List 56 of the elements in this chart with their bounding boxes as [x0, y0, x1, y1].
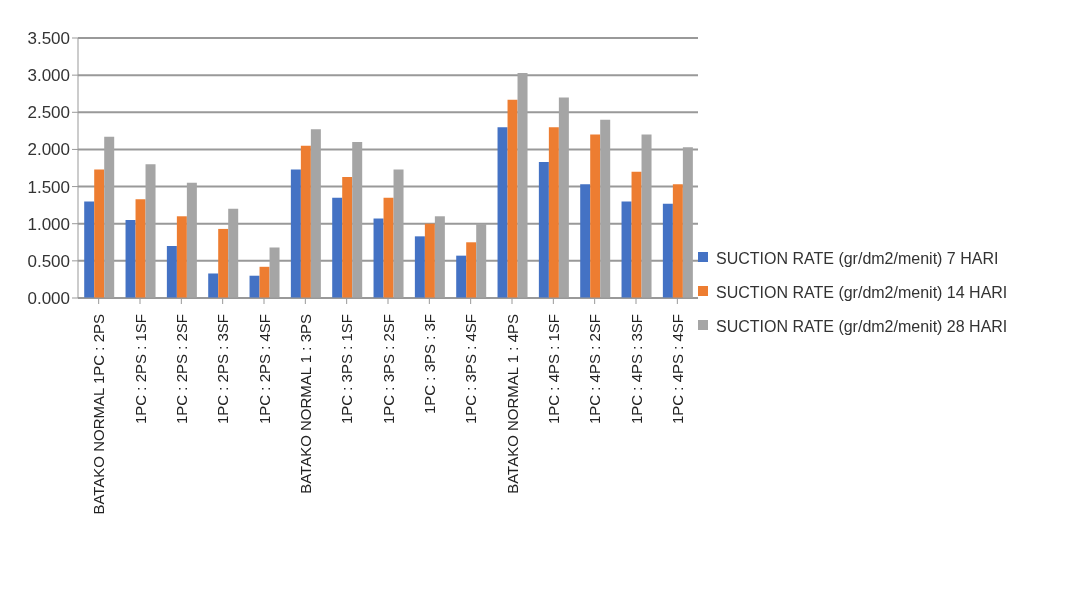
legend-label: SUCTION RATE (gr/dm2/menit) 28 HARI [716, 317, 1008, 337]
bar [84, 201, 95, 298]
bar [507, 99, 518, 298]
legend-label: SUCTION RATE (gr/dm2/menit) 7 HARI [716, 249, 999, 269]
bar [176, 216, 187, 298]
x-tick-label: 1PC : 4PS : 2SF [586, 314, 604, 425]
bar [125, 220, 136, 298]
bar [548, 127, 559, 298]
x-tick-label: 1PC : 4PS : 4SF [668, 314, 686, 425]
bar [94, 169, 105, 298]
bar [590, 134, 601, 298]
x-tick-label: BATAKO NORMAL 1 : 4PS [503, 314, 521, 494]
y-tick-label: 1.500 [27, 177, 70, 197]
y-tick-label: 2.000 [27, 140, 70, 160]
bar [621, 201, 632, 298]
bar [538, 162, 549, 298]
bar [259, 266, 270, 298]
y-tick-label: 0.000 [27, 289, 70, 309]
y-tick-label: 3.500 [27, 29, 70, 49]
bar [332, 197, 343, 298]
bar [300, 145, 311, 298]
x-tick-label: 1PC : 3PS : 1SF [338, 314, 356, 425]
bar [424, 223, 435, 298]
bar [208, 273, 219, 298]
bar [342, 176, 353, 298]
x-tick-label: BATAKO NORMAL 1PC : 2PS [90, 314, 108, 515]
bar [249, 275, 260, 298]
bar [497, 127, 508, 298]
bar [383, 197, 394, 298]
bar [373, 218, 384, 298]
x-tick-label: 1PC : 2PS : 3SF [214, 314, 232, 425]
bar [580, 184, 591, 298]
bar [456, 255, 467, 298]
bar [135, 199, 146, 298]
bar [631, 171, 642, 298]
x-tick-label: BATAKO NORMAL 1 : 3PS [296, 314, 314, 494]
bar [218, 228, 229, 298]
bar [290, 169, 301, 298]
x-tick-label: 1PC : 2PS : 2SF [172, 314, 190, 425]
legend-label: SUCTION RATE (gr/dm2/menit) 14 HARI [716, 283, 1008, 303]
bar [414, 236, 425, 298]
x-tick-label: 1PC : 4PS : 3SF [627, 314, 645, 425]
x-tick-label: 1PC : 3PS : 2SF [379, 314, 397, 425]
y-tick-label: 0.500 [27, 251, 70, 271]
x-tick-label: 1PC : 3PS : 3F [420, 314, 438, 415]
x-tick-label: 1PC : 4PS : 1SF [544, 314, 562, 425]
x-tick-label: 1PC : 3PS : 4SF [462, 314, 480, 425]
x-tick-label: 1PC : 2PS : 4SF [255, 314, 273, 425]
bar [662, 203, 673, 298]
bar [672, 184, 683, 298]
y-tick-label: 2.500 [27, 103, 70, 123]
y-tick-label: 1.000 [27, 214, 70, 234]
bar [466, 242, 477, 298]
x-tick-label: 1PC : 2PS : 1SF [131, 314, 149, 425]
y-tick-label: 3.000 [27, 66, 70, 86]
bar [166, 246, 177, 298]
